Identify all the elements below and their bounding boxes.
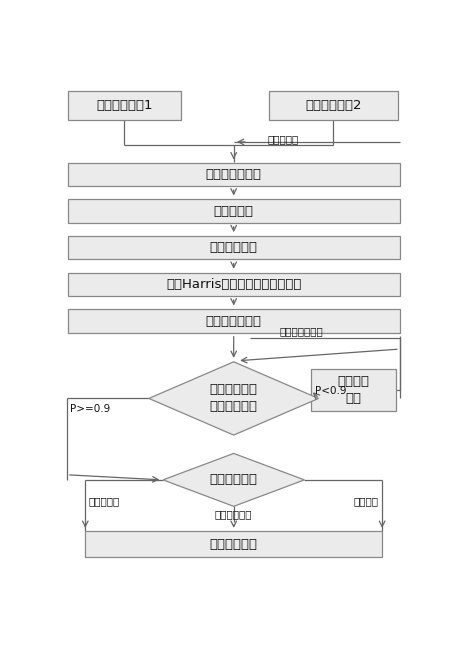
Text: P>=0.9: P>=0.9 bbox=[70, 404, 111, 414]
Bar bbox=[67, 163, 399, 186]
Text: 评定结果输出: 评定结果输出 bbox=[209, 537, 257, 551]
Bar bbox=[268, 91, 397, 120]
Text: 特征向量间的
相关系数计算: 特征向量间的 相关系数计算 bbox=[209, 383, 257, 413]
Text: 颜色归一化处理: 颜色归一化处理 bbox=[205, 168, 261, 181]
Bar bbox=[67, 200, 399, 223]
Bar bbox=[67, 91, 180, 120]
Text: 正确匹配点对: 正确匹配点对 bbox=[209, 473, 257, 486]
Text: 匹配速度: 匹配速度 bbox=[353, 496, 378, 506]
Bar bbox=[67, 309, 399, 332]
Text: 颜色不变量: 颜色不变量 bbox=[213, 205, 253, 217]
Text: 错误匹配
点对: 错误匹配 点对 bbox=[337, 375, 369, 405]
Text: 街景序列影像2: 街景序列影像2 bbox=[304, 98, 361, 112]
Text: 构建尺度空间: 构建尺度空间 bbox=[209, 241, 257, 254]
Bar bbox=[67, 273, 399, 296]
Text: 匹配正确率: 匹配正确率 bbox=[88, 496, 119, 506]
Text: 主方向约束条件: 主方向约束条件 bbox=[279, 327, 323, 336]
Bar bbox=[67, 236, 399, 260]
Text: 构造彩色描述符: 构造彩色描述符 bbox=[205, 315, 261, 328]
Text: P<0.9: P<0.9 bbox=[314, 386, 346, 396]
Text: 正确点对数量: 正确点对数量 bbox=[214, 510, 252, 520]
Polygon shape bbox=[148, 362, 318, 435]
Bar bbox=[311, 369, 395, 411]
Polygon shape bbox=[163, 453, 304, 506]
Text: 街景序列影像1: 街景序列影像1 bbox=[96, 98, 152, 112]
Text: 改进Harris角点与边缘点联合提取: 改进Harris角点与边缘点联合提取 bbox=[166, 278, 301, 291]
Bar bbox=[85, 531, 381, 557]
Text: 影像预处理: 影像预处理 bbox=[267, 134, 298, 144]
